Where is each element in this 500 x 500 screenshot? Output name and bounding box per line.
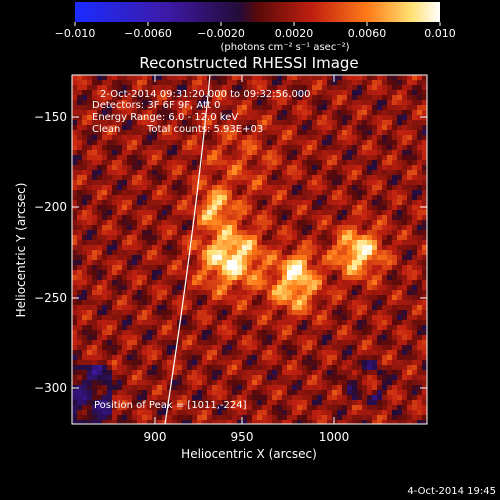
x-tick-label: 950 [231, 430, 254, 444]
colorbar-tick-label: 0.0020 [275, 27, 314, 40]
x-axis-title: Heliocentric X (arcsec) [181, 447, 317, 461]
y-tick-label: −200 [34, 200, 67, 214]
energy-range-text: Energy Range: 6.0 - 12.0 keV [92, 112, 238, 123]
total-counts-text: Total counts: 5.93E+03 [146, 124, 263, 135]
colorbar-tick-label: 0.0060 [348, 27, 387, 40]
colorbar-unit-label: (photons cm⁻² s⁻¹ asec⁻²) [220, 42, 349, 53]
time-range-text: 2-Oct-2014 09:31:20.000 to 09:32:56.000 [100, 89, 311, 100]
timestamp: 4-Oct-2014 19:45 [407, 486, 496, 497]
y-tick-label: −250 [34, 291, 67, 305]
solar-limb-line [164, 75, 211, 424]
plot-title: Reconstructed RHESSI Image [139, 54, 358, 72]
detectors-text: Detectors: 3F 6F 9F, Att 0 [92, 100, 220, 111]
peak-position-text: Position of Peak = [1011,-224] [94, 400, 247, 411]
colorbar-tick-label: 0.010 [424, 27, 456, 40]
colorbar-ticks [74, 22, 441, 26]
x-tick-label: 900 [144, 430, 167, 444]
y-tick-label: −300 [34, 381, 67, 395]
y-tick-label: −150 [34, 110, 67, 124]
clean-label: Clean [92, 124, 120, 135]
heatmap-pixels [72, 75, 427, 424]
axis-ticks [72, 75, 427, 424]
colorbar-tick-label: −0.0060 [124, 27, 172, 40]
colorbar-tick-label: −0.0020 [197, 27, 245, 40]
colorbar [75, 2, 440, 22]
colorbar-tick-label: −0.010 [55, 27, 96, 40]
plot-frame [71, 74, 428, 425]
x-tick-label: 1000 [319, 430, 350, 444]
y-axis-title: Heliocentric Y (arcsec) [14, 183, 28, 318]
